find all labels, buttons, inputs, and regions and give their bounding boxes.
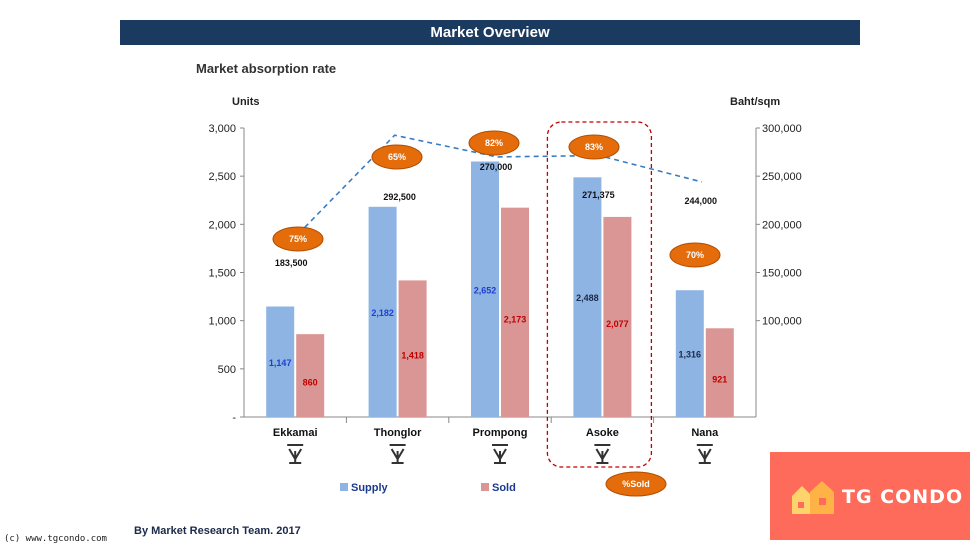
y-tick-label: 1,000 [208,316,236,328]
percent-sold-badge [568,134,620,160]
price-line [291,134,702,241]
supply-bar [675,290,704,417]
bts-station-icon [492,444,508,464]
bts-station-icon [594,444,611,464]
percent-sold-badge [669,242,721,268]
y2-tick-label: 200,000 [762,219,802,231]
sold-value-label: 860 [303,378,318,388]
sold-value-label: 921 [712,375,727,385]
y-tick-label: 500 [218,364,236,376]
price-value-label: 292,500 [383,192,416,202]
y2-tick-label: 150,000 [762,268,802,280]
y-tick-label: 3,000 [208,123,236,135]
supply-bar [266,306,295,417]
category-label: Thonglor [374,427,422,439]
supply-bar [471,161,499,417]
brand-logo-box [770,452,970,540]
y-tick-label: - [232,412,236,424]
price-value-label: 244,000 [685,196,718,206]
category-label: Nana [691,427,719,439]
y-tick-label: 1,500 [208,268,236,280]
y2-tick-label: 100,000 [762,316,802,328]
sold-bar [705,328,734,417]
category-label: Prompong [473,427,528,439]
footer-credit: By Market Research Team. 2017 [134,525,301,537]
category-label: Ekkamai [273,427,318,439]
bts-station-icon [389,444,406,464]
sold-bar [296,334,325,417]
sold-bar [398,280,427,417]
percent-sold-label: 65% [388,152,406,162]
percent-sold-badge [272,226,324,252]
sold-value-label: 1,418 [401,351,424,361]
price-value-label: 271,375 [582,190,615,200]
chart-title: Market absorption rate [196,61,337,76]
percent-sold-badge [371,144,423,170]
legend-swatch-sold [481,483,489,491]
y-tick-label: 2,500 [208,171,236,183]
bts-station-icon [287,444,304,464]
asoke-highlight-box [546,121,653,468]
legend-label-sold: Sold [492,482,516,494]
supply-bar [368,206,397,417]
price-value-label: 183,500 [275,258,308,268]
percent-sold-label: 82% [485,138,503,148]
percent-sold-label: 83% [585,142,603,152]
percent-sold-label: 75% [289,234,307,244]
percent-sold-badge [468,130,520,156]
watermark-text: (c) www.tgcondo.com [4,534,107,544]
supply-value-label: 2,652 [474,285,497,295]
price-value-label: 270,000 [480,162,513,172]
supply-value-label: 2,182 [371,308,394,318]
y2-axis-label: Baht/sqm [730,96,780,108]
legend-label-supply: Supply [351,482,389,494]
percent-sold-label: 70% [686,250,704,260]
page-title: Market Overview [120,20,860,45]
category-label: Asoke [586,427,619,439]
sold-bar [603,216,632,417]
percent-sold-callout [605,471,667,497]
supply-value-label: 1,316 [679,350,702,360]
y2-tick-label: 300,000 [762,123,802,135]
percent-sold-callout-label: %Sold [622,479,650,489]
supply-value-label: 2,488 [576,293,599,303]
bts-station-icon [696,444,713,464]
sold-value-label: 2,173 [504,314,527,324]
supply-bar [573,177,602,417]
brand-logo-text: TG CONDO [842,486,964,508]
house-logo-icon [792,481,834,514]
supply-value-label: 1,147 [269,358,292,368]
sold-value-label: 2,077 [606,319,629,329]
legend-swatch-supply [340,483,348,491]
sold-bar [501,207,529,417]
y-axis-label: Units [232,96,260,108]
y2-tick-label: 250,000 [762,171,802,183]
y-tick-label: 2,000 [208,219,236,231]
